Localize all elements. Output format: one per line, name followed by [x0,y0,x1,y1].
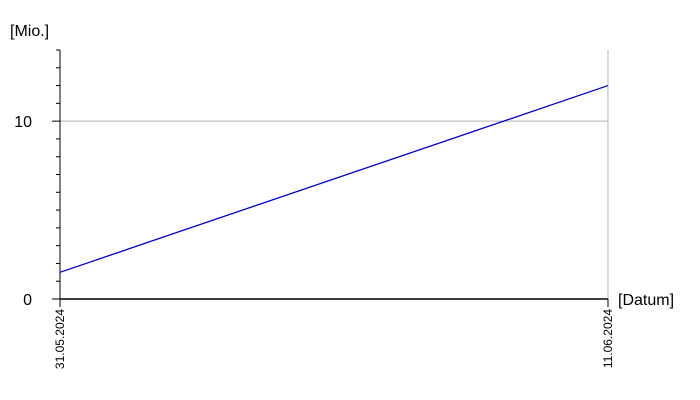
y-tick-label: 0 [23,292,32,309]
ticks-layer: 0 10 31.05.2024 11.06.2024 [14,49,615,369]
axes-layer [59,50,608,300]
grid-layer [60,50,609,299]
x-axis-label: [Datum] [618,292,674,309]
x-tick-label: 11.06.2024 [601,309,615,368]
y-tick-label: 10 [14,114,32,131]
x-tick-label: 31.05.2024 [53,309,67,369]
series-layer [59,84,609,273]
y-axis-label: [Mio.] [10,23,49,40]
series-line-0 [59,84,609,273]
